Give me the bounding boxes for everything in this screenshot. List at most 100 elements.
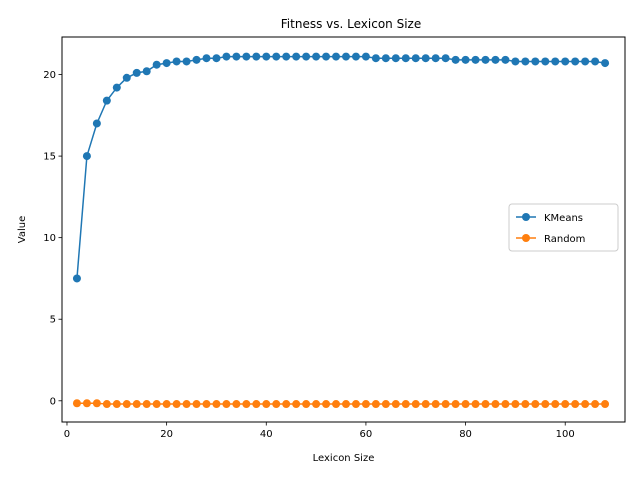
x-axis-label: Lexicon Size (313, 453, 375, 464)
data-point (282, 52, 291, 61)
data-point (92, 399, 101, 408)
data-point (292, 400, 301, 409)
data-point (192, 55, 201, 64)
data-point (391, 400, 400, 409)
data-point (541, 400, 550, 409)
data-point (202, 400, 211, 409)
data-point (122, 400, 131, 409)
data-point (112, 83, 121, 92)
data-point (182, 57, 191, 66)
data-point (222, 52, 231, 61)
data-point (451, 400, 460, 409)
data-point (312, 52, 321, 61)
data-point (371, 54, 380, 63)
legend-box (508, 203, 619, 252)
data-point (461, 400, 470, 409)
data-point (361, 52, 370, 61)
data-point (102, 400, 111, 409)
data-point (262, 400, 271, 409)
data-point (521, 400, 530, 409)
data-point (391, 54, 400, 63)
data-point (322, 52, 331, 61)
data-point (72, 399, 81, 408)
data-point (332, 400, 341, 409)
series-kmeans (72, 52, 610, 283)
data-point (172, 57, 181, 66)
data-point (451, 55, 460, 64)
data-point (401, 54, 410, 63)
data-point (182, 400, 191, 409)
y-axis-label: Value (17, 216, 28, 243)
data-point (531, 57, 540, 66)
data-point (471, 400, 480, 409)
data-point (152, 400, 161, 409)
data-point (441, 54, 450, 63)
y-tick-label: 20 (43, 70, 56, 81)
x-tick-label: 60 (360, 429, 373, 440)
data-point (72, 274, 81, 283)
x-tick-label: 100 (556, 429, 575, 440)
data-point (551, 400, 560, 409)
data-point (571, 57, 580, 66)
plot-area (72, 52, 610, 409)
data-point (481, 400, 490, 409)
data-point (162, 400, 171, 409)
data-point (351, 400, 360, 409)
data-point (591, 400, 600, 409)
data-point (431, 400, 440, 409)
legend-item: Random (516, 234, 585, 245)
data-point (292, 52, 301, 61)
legend-label: KMeans (544, 213, 583, 224)
data-point (172, 400, 181, 409)
data-point (511, 57, 520, 66)
data-point (521, 57, 530, 66)
data-point (531, 400, 540, 409)
data-point (491, 55, 500, 64)
axes-frame (61, 36, 626, 423)
legend-label: Random (544, 234, 585, 245)
x-tick-label: 80 (459, 429, 472, 440)
legend: KMeans Random (508, 203, 619, 252)
legend-marker (522, 213, 530, 221)
data-point (232, 400, 241, 409)
data-point (282, 400, 291, 409)
data-point (142, 400, 151, 409)
data-point (272, 52, 281, 61)
data-point (112, 400, 121, 409)
data-point (601, 59, 610, 68)
data-point (411, 400, 420, 409)
data-point (491, 400, 500, 409)
legend-item: KMeans (516, 213, 583, 224)
data-point (142, 67, 151, 76)
data-point (421, 54, 430, 63)
x-tick-label: 0 (64, 429, 70, 440)
data-point (501, 55, 510, 64)
data-point (351, 52, 360, 61)
data-point (441, 400, 450, 409)
x-axis: 0 20 40 60 80 100 (64, 422, 575, 440)
data-point (341, 400, 350, 409)
data-point (431, 54, 440, 63)
series-random (72, 399, 610, 409)
data-point (341, 52, 350, 61)
data-point (541, 57, 550, 66)
data-point (252, 400, 261, 409)
data-point (192, 400, 201, 409)
data-point (361, 400, 370, 409)
data-point (252, 52, 261, 61)
data-point (322, 400, 331, 409)
data-point (581, 400, 590, 409)
x-tick-label: 40 (260, 429, 273, 440)
data-point (312, 400, 321, 409)
data-point (381, 54, 390, 63)
data-point (421, 400, 430, 409)
data-point (401, 400, 410, 409)
data-point (262, 52, 271, 61)
data-point (381, 400, 390, 409)
data-point (212, 54, 221, 63)
data-point (242, 400, 251, 409)
data-point (222, 400, 231, 409)
data-point (162, 59, 171, 68)
data-point (411, 54, 420, 63)
